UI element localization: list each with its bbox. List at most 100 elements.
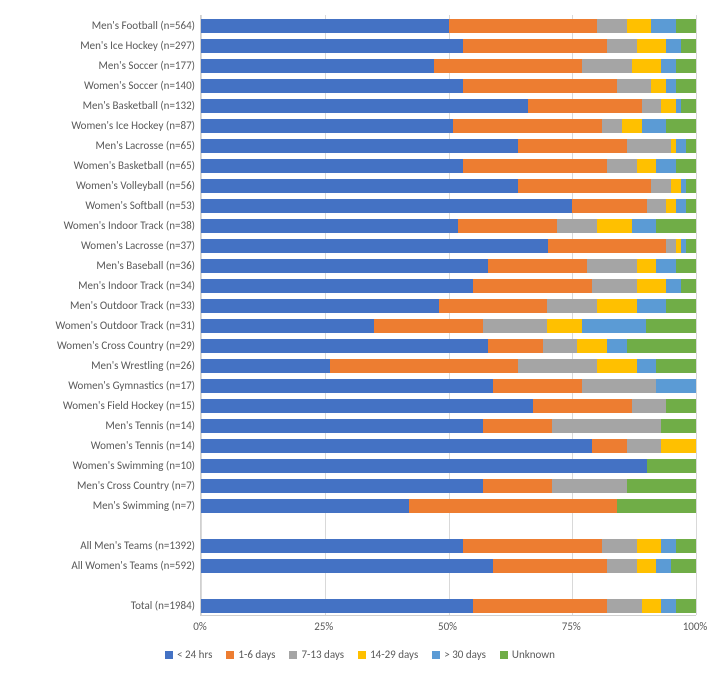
bar-segment-d14_29 (597, 219, 632, 233)
legend-item-unk: Unknown (500, 648, 555, 661)
bar-segment-d14_29 (671, 179, 681, 193)
x-tick-label: 25% (314, 620, 333, 633)
legend-label: > 30 days (444, 648, 486, 661)
bar-segment-d7_13 (607, 159, 637, 173)
stacked-bar (201, 419, 696, 433)
bar-segment-lt24 (201, 439, 592, 453)
legend-label: 7-13 days (301, 648, 344, 661)
bar-segment-d14_29 (637, 259, 657, 273)
bar-segment-d14_29 (661, 439, 696, 453)
category-label: Men's Swimming (n=7) (5, 499, 195, 513)
bar-segment-d14_29 (622, 119, 642, 133)
bar-segment-unk (681, 99, 696, 113)
bar-segment-lt24 (201, 479, 483, 493)
category-label: Women's Softball (n=53) (5, 199, 195, 213)
bar-segment-d7_13 (627, 439, 662, 453)
bar-segment-unk (676, 599, 696, 613)
legend-item-d7_13: 7-13 days (289, 648, 344, 661)
bar-segment-gt30 (676, 139, 686, 153)
stacked-bar (201, 179, 696, 193)
x-tick-label: 0% (193, 620, 206, 633)
bar-segment-lt24 (201, 159, 463, 173)
category-label: Men's Outdoor Track (n=33) (5, 299, 195, 313)
bar-segment-d7_13 (557, 219, 597, 233)
bar-segment-lt24 (201, 279, 473, 293)
category-label: Men's Ice Hockey (n=297) (5, 39, 195, 53)
bar-segment-unk (646, 319, 696, 333)
legend-label: 14-29 days (370, 648, 418, 661)
bar-segment-unk (671, 559, 696, 573)
category-label: Men's Indoor Track (n=34) (5, 279, 195, 293)
bar-segment-d14_29 (547, 319, 582, 333)
bar-segment-d7_13 (547, 299, 597, 313)
stacked-bar (201, 139, 696, 153)
stacked-bar (201, 39, 696, 53)
bar-segment-lt24 (201, 239, 548, 253)
bar-segment-lt24 (201, 399, 533, 413)
bar-segment-d7_13 (647, 199, 667, 213)
bar-segment-unk (676, 59, 696, 73)
bar-segment-unk (686, 179, 696, 193)
bar-segment-gt30 (676, 199, 686, 213)
bar-segment-gt30 (656, 259, 676, 273)
bar-segment-d7_13 (602, 119, 622, 133)
gridline (696, 15, 697, 615)
bar-segment-gt30 (666, 79, 676, 93)
bar-segment-d1_6 (473, 279, 592, 293)
bar-segment-d14_29 (597, 299, 637, 313)
category-label: Men's Soccer (n=177) (5, 59, 195, 73)
bar-segment-lt24 (201, 379, 493, 393)
x-tick-label: 50% (438, 620, 457, 633)
bar-segment-gt30 (637, 359, 657, 373)
bar-segment-d1_6 (572, 199, 646, 213)
stacked-bar (201, 499, 696, 513)
category-label: Men's Wrestling (n=26) (5, 359, 195, 373)
stacked-bar (201, 219, 696, 233)
bar-segment-d1_6 (483, 479, 552, 493)
x-tick-label: 75% (562, 620, 581, 633)
legend-item-lt24: < 24 hrs (165, 648, 212, 661)
bar-segment-gt30 (656, 379, 696, 393)
bar-segment-unk (661, 419, 696, 433)
bar-segment-gt30 (582, 319, 646, 333)
bar-segment-unk (681, 39, 696, 53)
bar-segment-gt30 (661, 539, 676, 553)
bar-segment-d14_29 (637, 279, 667, 293)
legend-item-d1_6: 1-6 days (226, 648, 275, 661)
category-label: Women's Soccer (n=140) (5, 79, 195, 93)
stacked-bar (201, 79, 696, 93)
bar-segment-unk (617, 499, 696, 513)
bar-segment-lt24 (201, 599, 473, 613)
stacked-bar (201, 399, 696, 413)
bar-segment-d7_13 (617, 79, 652, 93)
x-tick-label: 100% (683, 620, 708, 633)
category-label: Total (n=1984) (5, 599, 195, 613)
bar-segment-d1_6 (463, 39, 607, 53)
stacked-bar (201, 59, 696, 73)
bar-segment-gt30 (651, 19, 676, 33)
bar-segment-gt30 (607, 339, 627, 353)
stacked-bar (201, 99, 696, 113)
bar-segment-d14_29 (597, 359, 637, 373)
bar-segment-unk (681, 279, 696, 293)
bar-segment-d1_6 (463, 539, 602, 553)
bar-segment-d1_6 (548, 239, 667, 253)
category-label: Women's Swimming (n=10) (5, 459, 195, 473)
bar-segment-d1_6 (473, 599, 607, 613)
category-label: Women's Volleyball (n=56) (5, 179, 195, 193)
bar-segment-d14_29 (651, 79, 666, 93)
bar-segment-d14_29 (627, 19, 652, 33)
bar-segment-gt30 (642, 119, 667, 133)
bar-segment-d1_6 (453, 119, 602, 133)
bar-segment-unk (686, 199, 696, 213)
bar-segment-gt30 (666, 279, 681, 293)
bar-segment-lt24 (201, 559, 493, 573)
category-label: Men's Basketball (n=132) (5, 99, 195, 113)
bar-segment-d14_29 (661, 99, 676, 113)
bar-segment-d1_6 (533, 399, 632, 413)
legend-item-gt30: > 30 days (432, 648, 486, 661)
bar-segment-d1_6 (592, 439, 627, 453)
bar-segment-d7_13 (582, 379, 656, 393)
bar-segment-d7_13 (642, 99, 662, 113)
bar-segment-d1_6 (463, 159, 607, 173)
